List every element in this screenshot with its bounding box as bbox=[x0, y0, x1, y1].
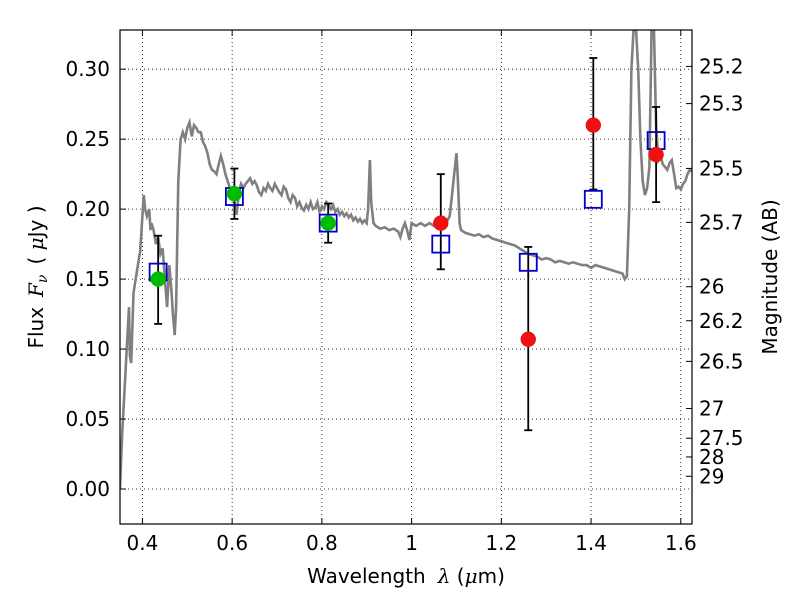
x-tick-label: 1.2 bbox=[485, 531, 517, 555]
model-square bbox=[318, 213, 338, 233]
x-tick-label: 1.6 bbox=[665, 531, 697, 555]
y-tick-labels: 0.00 0.05 0.10 0.15 0.20 0.25 0.30 bbox=[65, 57, 110, 501]
x-tick-label: 1 bbox=[405, 531, 418, 555]
model-square bbox=[518, 252, 538, 272]
y-axis-unit-open: ( bbox=[24, 250, 48, 264]
y-tick-label: 0.25 bbox=[65, 127, 110, 151]
x-tick-label: 0.6 bbox=[216, 531, 248, 555]
y-axis-nu: ν bbox=[35, 274, 51, 283]
y-tick-label: 0.30 bbox=[65, 57, 110, 81]
observed-point bbox=[648, 146, 664, 163]
mag-tick-label: 27.5 bbox=[699, 426, 744, 450]
mag-tick-label: 25.7 bbox=[699, 210, 744, 234]
observed-point bbox=[433, 215, 449, 231]
mag-tick-label: 28 bbox=[699, 445, 724, 469]
observed-point bbox=[585, 117, 602, 133]
y-tick-label: 0.00 bbox=[65, 477, 110, 501]
x-tick-label: 0.8 bbox=[306, 531, 338, 555]
observed-point bbox=[520, 331, 537, 348]
mag-tick-label: 26 bbox=[699, 275, 724, 299]
y-axis-label: Flux Fν ( μJy ) bbox=[24, 205, 51, 348]
x-axis-unit-rest: m) bbox=[478, 564, 505, 588]
x-axis-unit-open: ( bbox=[450, 564, 464, 588]
x-axis-unit-mu: μ bbox=[465, 564, 478, 588]
mag-tick-label: 27 bbox=[699, 396, 724, 420]
mag-tick-label: 26.5 bbox=[699, 349, 744, 373]
axis-ticks bbox=[120, 30, 692, 524]
observed-photometry-points bbox=[150, 117, 664, 348]
mag-tick-label: 25.5 bbox=[699, 156, 744, 180]
observed-point bbox=[320, 215, 336, 231]
mag-tick-label: 25.3 bbox=[699, 92, 744, 116]
model-spectrum bbox=[120, 30, 692, 490]
x-axis-label-prefix: Wavelength bbox=[307, 564, 426, 588]
model-square bbox=[431, 234, 451, 254]
observed-point bbox=[150, 271, 166, 287]
right-axis-label: Magnitude (AB) bbox=[758, 199, 782, 354]
mag-tick-label: 29 bbox=[699, 464, 724, 488]
x-axis-lambda: λ bbox=[437, 564, 451, 588]
y-tick-label: 0.15 bbox=[65, 267, 110, 291]
y-axis-unit-mu: μ bbox=[24, 237, 48, 250]
y-tick-label: 0.20 bbox=[65, 197, 110, 221]
y-axis-unit-rest: Jy ) bbox=[24, 205, 48, 239]
model-square bbox=[583, 189, 603, 209]
x-tick-labels: 0.4 0.6 0.8 1 1.2 1.4 1.6 bbox=[127, 531, 697, 555]
y-axis-F: F bbox=[24, 282, 48, 298]
mag-tick-label: 26.2 bbox=[699, 309, 744, 333]
mag-tick-label: 25.2 bbox=[699, 54, 744, 78]
plot-frame bbox=[119, 29, 693, 525]
x-tick-label: 0.4 bbox=[127, 531, 159, 555]
x-tick-label: 1.4 bbox=[575, 531, 607, 555]
observed-point bbox=[226, 185, 243, 202]
y-tick-label: 0.05 bbox=[65, 407, 110, 431]
x-axis-label: Wavelength λ (μm) bbox=[307, 564, 505, 588]
grid-lines bbox=[120, 30, 692, 524]
spectrum-line bbox=[120, 30, 692, 490]
y-tick-label: 0.10 bbox=[65, 337, 110, 361]
y-axis-label-prefix: Flux bbox=[24, 307, 48, 349]
